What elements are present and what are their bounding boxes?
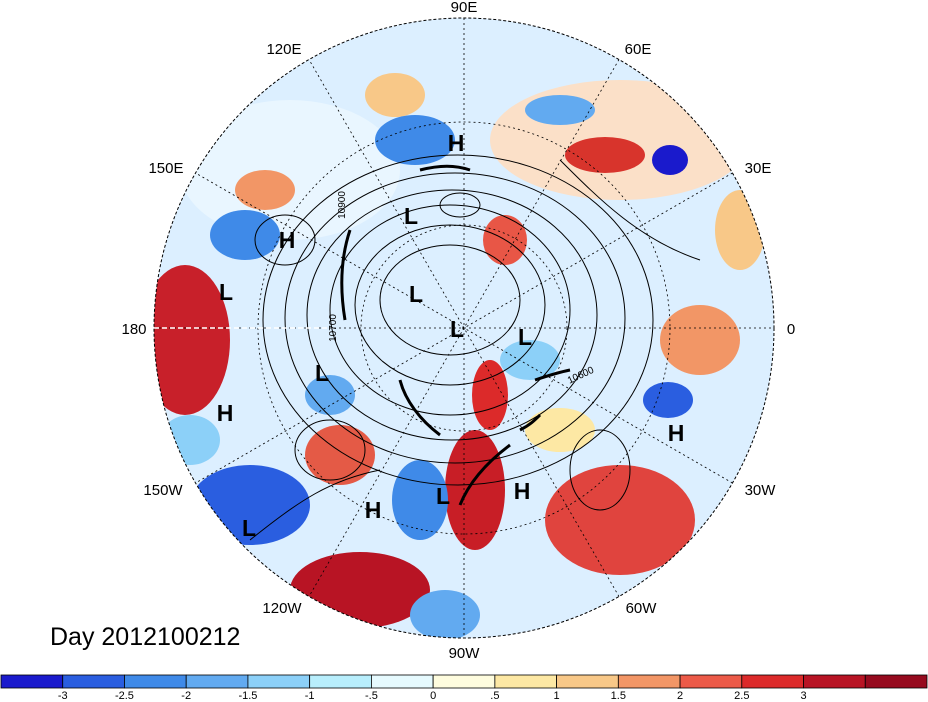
pressure-center: H	[365, 497, 382, 523]
colorbar-swatch	[0, 674, 64, 689]
colorbar-tick-label: 3	[800, 690, 806, 702]
colorbar-swatch	[679, 674, 743, 689]
lon-label-60e: 60E	[625, 41, 652, 58]
height-contours	[249, 154, 701, 541]
longitude-labels: 90E 60E 30E 0 30W 60W 90W 120W 150W 180 …	[121, 0, 795, 662]
colorbar-swatch	[864, 674, 928, 689]
colorbar-tick-label: .5	[490, 690, 499, 702]
colorbar-tick-label: -1	[305, 690, 315, 702]
map-disk	[153, 17, 775, 639]
lon-label-120w: 120W	[262, 600, 302, 617]
lon-label-60w: 60W	[626, 600, 658, 617]
colorbar-tick-label: 2	[677, 690, 683, 702]
colorbar-tick-label: -1.5	[238, 690, 257, 702]
colorbar: -3 -2.5 -2 -1.5 -1 -.5 0 .5 1 1.5 2 2.5 3	[0, 674, 928, 702]
lon-label-0: 0	[787, 321, 795, 338]
pressure-center: L	[518, 324, 532, 350]
colorbar-tick-label: 2.5	[734, 690, 749, 702]
colorbar-swatch	[617, 674, 681, 689]
lon-label-180: 180	[121, 321, 146, 338]
colorbar-tick-label: -3	[58, 690, 68, 702]
colorbar-swatch	[432, 674, 496, 689]
colorbar-swatch	[803, 674, 866, 689]
day-label: Day 2012100212	[50, 623, 240, 651]
contour-label-10700: 10700	[328, 314, 339, 342]
colorbar-tick-label: 1.5	[611, 690, 626, 702]
colorbar-swatch	[185, 674, 249, 689]
colorbar-tick-label: -2.5	[115, 690, 134, 702]
lon-label-120e: 120E	[266, 41, 301, 58]
pressure-center: L	[242, 515, 256, 541]
colorbar-tick-label: -2	[181, 690, 191, 702]
jet-segments	[340, 164, 571, 506]
lon-label-150w: 150W	[143, 482, 183, 499]
pressure-centers: H L H L L L L L H H H L L H H	[217, 130, 685, 541]
pressure-center: H	[514, 478, 531, 504]
graticule	[154, 18, 774, 638]
colorbar-tick-label: -.5	[365, 690, 378, 702]
pressure-center: H	[217, 400, 234, 426]
pressure-center: H	[279, 227, 296, 253]
pressure-center: H	[668, 420, 685, 446]
lon-label-30e: 30E	[745, 160, 772, 177]
colorbar-swatch	[309, 674, 372, 689]
pressure-center: L	[450, 316, 464, 342]
contour-label-10900: 10900	[337, 191, 348, 219]
colorbar-swatch	[556, 674, 619, 689]
colorbar-swatch	[62, 674, 125, 689]
lon-label-90e: 90E	[451, 0, 478, 16]
colorbar-swatch	[124, 674, 187, 689]
pressure-center: L	[315, 360, 329, 386]
colorbar-swatch	[247, 674, 311, 689]
colorbar-swatch	[370, 674, 434, 689]
colorbar-tick-label: 1	[554, 690, 560, 702]
lon-label-150e: 150E	[148, 160, 183, 177]
pressure-center: H	[448, 130, 465, 156]
pressure-center: L	[436, 483, 450, 509]
pressure-center: L	[219, 279, 233, 305]
pressure-center: L	[409, 281, 423, 307]
colorbar-tick-label: 0	[430, 690, 436, 702]
lon-label-30w: 30W	[745, 482, 777, 499]
colorbar-swatch	[494, 674, 558, 689]
colorbar-swatch	[741, 674, 804, 689]
lon-label-90w: 90W	[449, 645, 481, 662]
map-border	[153, 17, 775, 639]
pressure-center: L	[404, 203, 418, 229]
